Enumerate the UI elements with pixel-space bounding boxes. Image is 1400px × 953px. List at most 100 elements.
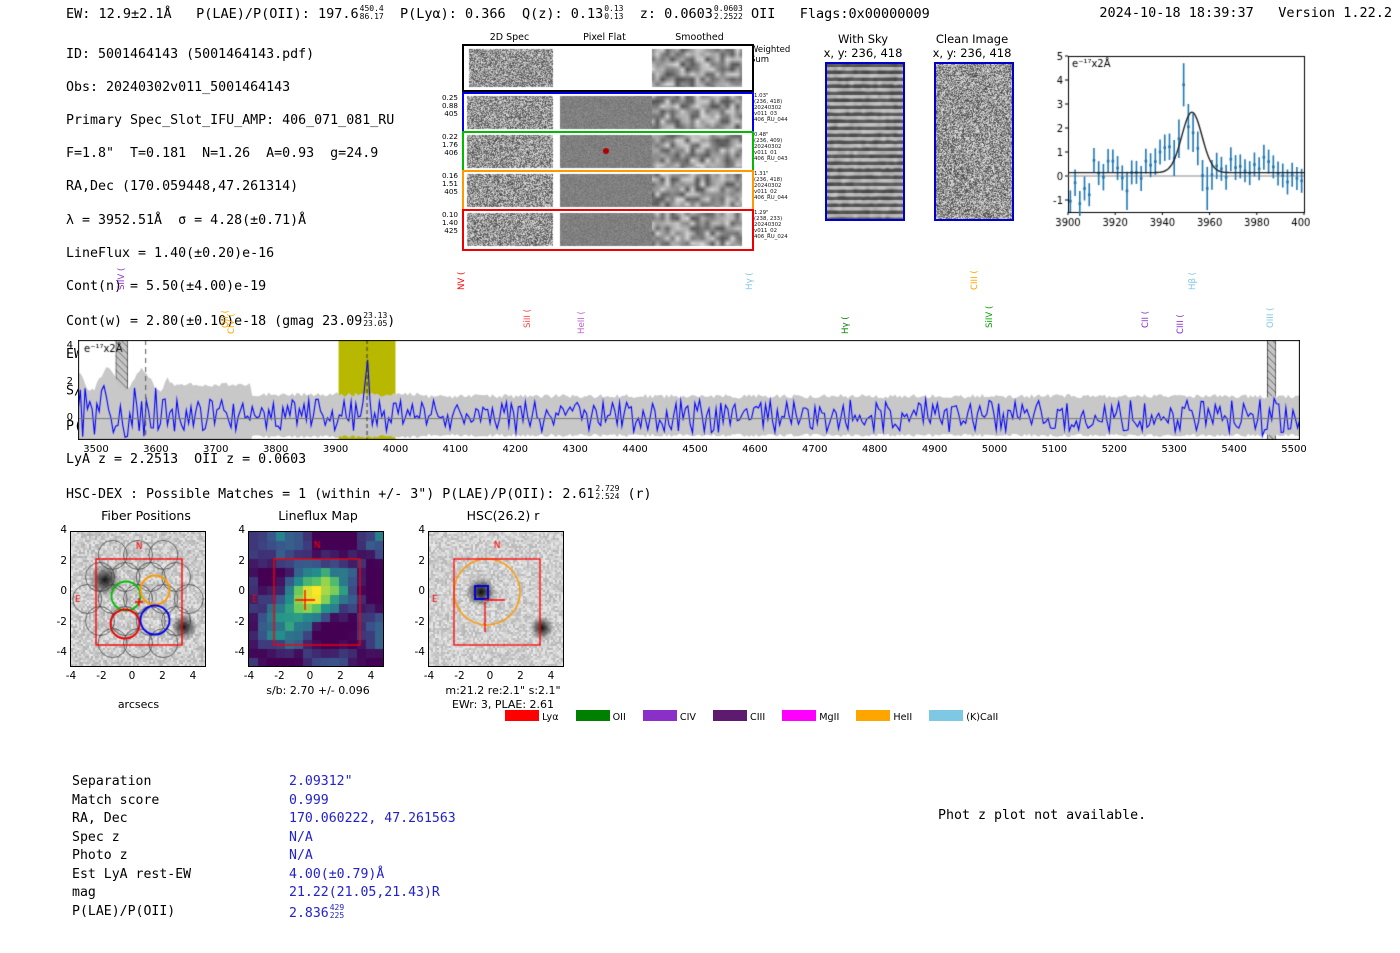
fiber-meta-0: 1.03" (236, 418) 20240302 v011_03 406_RU_044 [754,93,788,124]
line-label-H: Hγ ( [744,272,755,290]
param-cont-n: Cont(n) = 5.50(±4.00)e-19 [66,278,267,294]
fiber-strip-2 [462,170,754,212]
param-cont-w-post: ) [387,313,396,329]
cutout1-xtick-3: 2 [337,670,344,682]
spec2d-title-pixelflat: Pixel Flat [583,32,626,43]
header-timestamp-version: 2024-10-18 18:39:37 Version 1.22.2 [1099,5,1392,21]
legend-label: HeII [893,712,913,723]
match-value-6: 21.22(21.05,21.43)R [289,885,440,900]
cutout0-xtick-0: -4 [65,670,77,682]
cutout-xlabel-arcsecs: arcsecs [117,698,160,711]
with-sky-image [825,62,905,221]
hscdex-lo: 2.524 [595,492,620,501]
legend-item-Ly: Lyα [505,710,559,723]
match-row: Photo z N/A [72,848,456,865]
cutout2-xtick-1: -2 [454,670,465,682]
header-z-lo: 2.2522 [713,12,743,21]
cutout1-ytick-1: 2 [238,554,245,567]
cutout0-ytick-3: -2 [56,615,67,628]
legend-swatch [782,710,817,721]
spec-xtick-3600: 3600 [143,444,169,455]
timestamp: 2024-10-18 18:39:37 [1099,5,1254,21]
spec-xtick-5400: 5400 [1221,444,1247,455]
match-value-3: N/A [289,829,313,845]
cutout1-xtick-0: -4 [243,670,255,682]
param-lineflux: LineFlux = 1.40(±0.20)e-16 [66,245,275,261]
fiber-strip-1 [462,131,754,173]
match-value-5: 4.00(±0.79)Å [289,866,385,882]
spec-ytick-0: 0 [66,411,73,423]
legend-item-CIV: CIV [642,710,696,723]
spec-xtick-3700: 3700 [203,444,229,455]
legend-label: (K)CaII [966,712,999,723]
cutout2-xtick-0: -4 [423,670,435,682]
spec-xtick-4700: 4700 [802,444,828,455]
spec-xtick-4400: 4400 [622,444,648,455]
cutout1-xtick-1: -2 [274,670,285,682]
fiber-w3: 405 [444,109,458,119]
header-flags: Flags:0x00000009 [799,5,930,22]
fiber-weights-0: 0.25 0.88 405 [424,93,458,119]
fiber-meta-1: 0.48" (236, 409) 20240302 v011_01 406_RU_043 [754,132,788,163]
header-plae-hi: 450.4 [359,4,384,13]
with-sky-title: With Sky [837,32,889,46]
match-label-1: Match score [72,792,160,808]
cutout1-ytick-2: 0 [238,585,245,597]
fiber-w3: 405 [444,187,458,197]
legend-swatch [575,710,610,721]
cutout2-ytick-1: 2 [418,554,425,567]
cutout0-xtick-1: -2 [96,670,107,682]
cutout2-xtick-3: 2 [517,670,524,682]
fiber-w1: 0.10 [441,210,458,219]
match-row: P(LAE)/P(OII) 2.836 429 225 [72,903,456,922]
header-qz-lo: 0.13 [604,12,624,21]
cutout1-ytick-0: 4 [238,524,245,536]
cutout0-ytick-4: -4 [56,646,67,658]
match-label-6: mag [72,885,96,900]
match-value-0: 2.09312" [289,774,353,789]
param-seeing: F=1.8" T=0.181 N=1.26 A=0.93 g=24.9 [66,146,379,162]
cutout0-ytick-0: 4 [60,524,67,536]
header-summary: EW: 12.9±2.1Å P(LAE)/P(OII): 197.6 450.4 8… [66,5,930,22]
spec-xtick-4100: 4100 [442,444,469,455]
spec-xtick-4300: 4300 [562,444,588,455]
param-cont-w-text: Cont(w) = 2.80(±0.10)e-18 (gmag 23.09 [66,313,363,329]
match-label-3: Spec z [72,829,120,845]
line-label-H: Hγ ( [840,316,851,334]
match-label-2: RA, Dec [72,811,128,826]
match-row: mag 21.22(21.05,21.43)R [72,885,456,902]
fiber-strip-0 [462,92,754,134]
cutout0-xtick-4: 4 [189,670,197,682]
fiber-w2: 1.51 [441,179,458,189]
cutout2-xtick-2: 0 [486,670,494,682]
fiber-w1: 0.16 [441,171,458,180]
cutout-caption-sb: s/b: 2.70 +/- 0.096 [266,684,370,697]
match-row: Match score 0.999 [72,793,456,810]
fiber-meta-2: 1.31" (236, 418) 20240302 v011_02 406_RU_044 [754,171,788,202]
line-label-OIII: OIII ( [1266,307,1277,328]
header-qz-hi: 0.13 [604,4,624,13]
legend-item-HeII: HeII [856,710,913,723]
hscdex-pre: HSC-DEX : Possible Matches = 1 (within +… [66,486,595,502]
cutout-panels: Fiber Positions arcsecs Lineflux Map s/b… [0,508,640,733]
match-label-5: Est LyA rest-EW [72,866,192,882]
legend-item-OII: OII [575,710,626,723]
emission-line-labels: SiIV (OII (CIV (NV (SiII (HeII (Hγ (SiIV… [0,262,1400,342]
fiber-meta-3: 1.29" (238, 233) 20240302 v011_02 406_RU_024 [754,210,788,241]
legend-label: Lyα [542,712,559,723]
header-z-hi: 0.0603 [713,4,743,13]
line-profile-canvas [1038,50,1310,236]
photz-note: Phot z plot not available. [938,808,1147,823]
legend-swatch [642,710,677,721]
fiber-strip-3 [462,209,754,251]
hsc-r-image [428,531,564,667]
header-plae-value: 197.6 [318,5,359,22]
legend-label: OII [612,712,626,723]
header-plae-label: P(LAE)/P(OII): [196,5,310,22]
fiber-w2: 1.76 [441,140,458,150]
cutout0-ytick-1: 2 [60,554,67,567]
cutout2-ytick-2: 0 [418,585,425,597]
line-label-HeII: HeII ( [577,311,588,334]
param-primary-spec: Primary Spec_Slot_IFU_AMP: 406_071_081_R… [66,112,395,128]
match-label-4: Photo z [72,848,128,863]
